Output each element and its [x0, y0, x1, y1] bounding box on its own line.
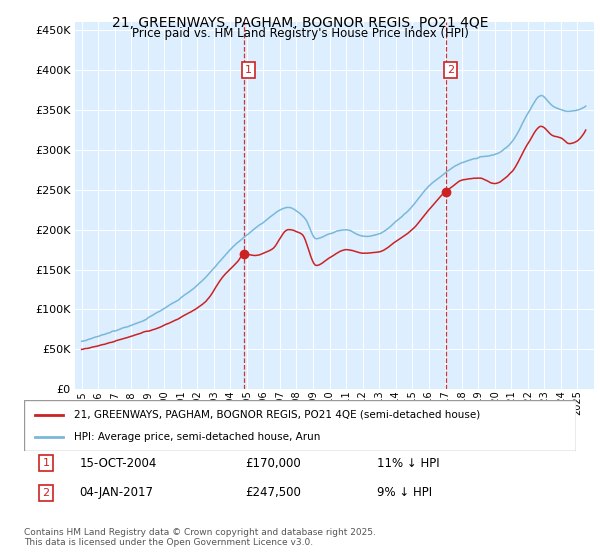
Text: 1: 1	[43, 458, 50, 468]
Text: 9% ↓ HPI: 9% ↓ HPI	[377, 486, 433, 500]
Text: 11% ↓ HPI: 11% ↓ HPI	[377, 456, 440, 470]
Text: 15-OCT-2004: 15-OCT-2004	[79, 456, 157, 470]
Text: Price paid vs. HM Land Registry's House Price Index (HPI): Price paid vs. HM Land Registry's House …	[131, 27, 469, 40]
Text: 21, GREENWAYS, PAGHAM, BOGNOR REGIS, PO21 4QE: 21, GREENWAYS, PAGHAM, BOGNOR REGIS, PO2…	[112, 16, 488, 30]
Text: Contains HM Land Registry data © Crown copyright and database right 2025.
This d: Contains HM Land Registry data © Crown c…	[24, 528, 376, 547]
Text: 04-JAN-2017: 04-JAN-2017	[79, 486, 153, 500]
Text: 21, GREENWAYS, PAGHAM, BOGNOR REGIS, PO21 4QE (semi-detached house): 21, GREENWAYS, PAGHAM, BOGNOR REGIS, PO2…	[74, 409, 480, 419]
FancyBboxPatch shape	[24, 400, 576, 451]
Text: 2: 2	[43, 488, 50, 498]
Text: HPI: Average price, semi-detached house, Arun: HPI: Average price, semi-detached house,…	[74, 432, 320, 442]
Text: 2: 2	[447, 66, 454, 75]
Text: £247,500: £247,500	[245, 486, 301, 500]
Text: £170,000: £170,000	[245, 456, 301, 470]
Text: 1: 1	[245, 66, 252, 75]
